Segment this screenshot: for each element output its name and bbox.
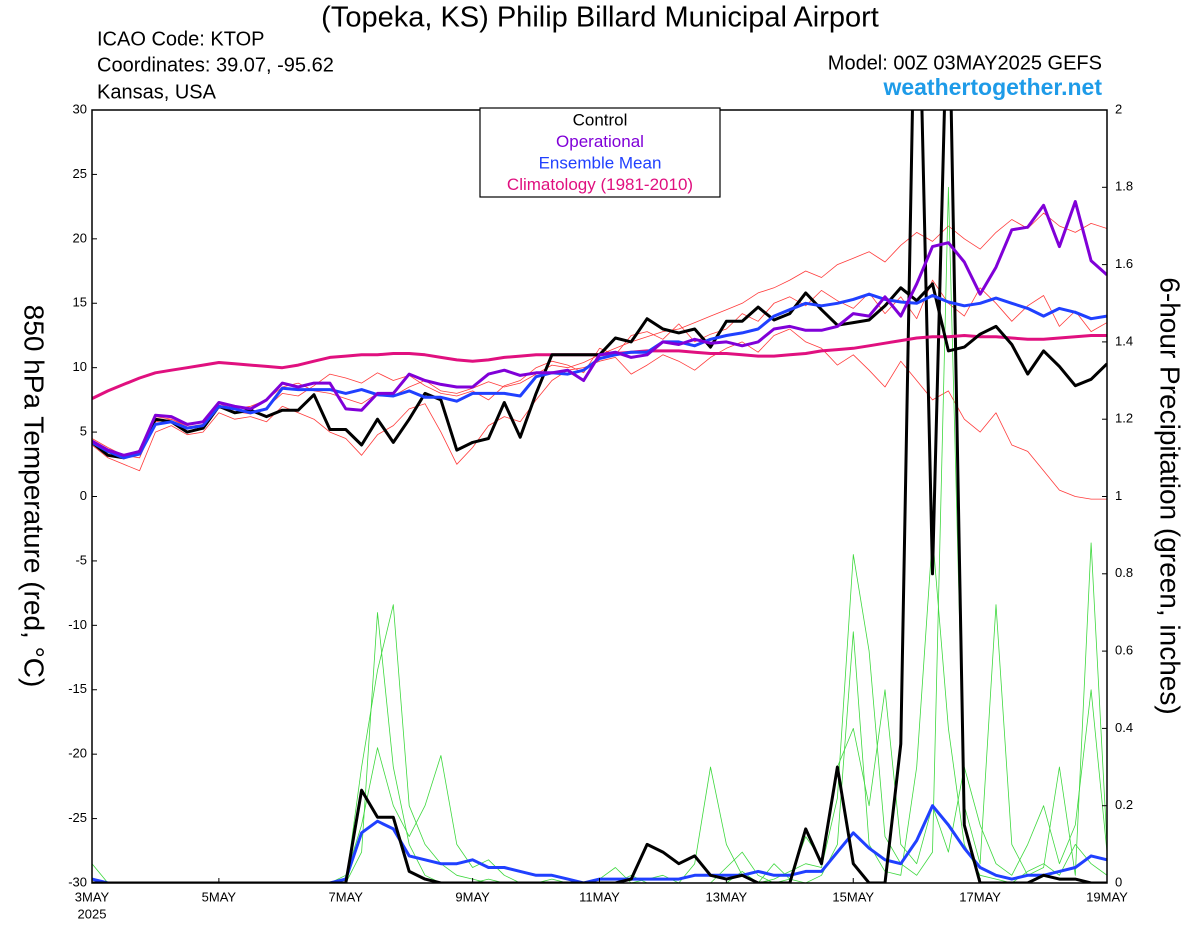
y-tick-label: -5	[75, 552, 87, 567]
y2-axis-label: 6-hour Precipitation (green, inches)	[1155, 277, 1186, 714]
y2-tick-label: 0.6	[1115, 643, 1133, 658]
y2-tick-label: 1.4	[1115, 333, 1133, 348]
series-line	[92, 200, 1107, 457]
y-tick-label: 0	[80, 488, 87, 503]
x-tick-label: 3MAY	[75, 889, 110, 904]
x-tick-label: 9MAY	[455, 889, 490, 904]
y2-tick-label: 1.2	[1115, 411, 1133, 426]
legend-label: Control	[573, 110, 628, 129]
y2-tick-label: 0.4	[1115, 720, 1133, 735]
x-tick-label: 17MAY	[959, 889, 1001, 904]
series-line	[92, 534, 1107, 883]
model-info: Model: 00Z 03MAY2025 GEFS	[828, 52, 1102, 74]
info-line: ICAO Code: KTOP	[97, 28, 264, 50]
y-tick-label: -20	[68, 746, 87, 761]
x-tick-label: 19MAY	[1086, 889, 1128, 904]
y-tick-label: 20	[73, 230, 87, 245]
y-tick-label: 30	[73, 101, 87, 116]
info-line: Coordinates: 39.07, -95.62	[97, 54, 334, 76]
y2-tick-label: 1	[1115, 488, 1122, 503]
x-tick-label: 7MAY	[329, 889, 364, 904]
y2-tick-label: 2	[1115, 101, 1122, 116]
y-tick-label: -15	[68, 681, 87, 696]
x-tick-year: 2025	[78, 906, 107, 921]
y2-tick-label: 1.8	[1115, 179, 1133, 194]
site-name: weathertogether.net	[882, 74, 1102, 100]
y-tick-label: 25	[73, 166, 87, 181]
x-tick-label: 11MAY	[579, 889, 620, 904]
y-tick-label: 5	[80, 424, 87, 439]
y-tick-label: 10	[73, 359, 87, 374]
y-tick-label: 15	[73, 295, 87, 310]
series-line	[92, 292, 1107, 460]
y-tick-label: -25	[68, 810, 87, 825]
y2-tick-label: 1.6	[1115, 256, 1133, 271]
y-axis-label: 850 hPa Temperature (red, °C)	[19, 305, 50, 688]
legend-label: Operational	[556, 132, 644, 151]
series-line	[92, 110, 1107, 883]
series-line	[92, 689, 1107, 883]
x-tick-label: 5MAY	[202, 889, 237, 904]
x-tick-label: 13MAY	[706, 889, 748, 904]
y-tick-label: -10	[68, 617, 87, 632]
chart-title: (Topeka, KS) Philip Billard Municipal Ai…	[321, 2, 879, 34]
y2-tick-label: 0.2	[1115, 797, 1133, 812]
x-tick-label: 15MAY	[832, 889, 874, 904]
legend-box	[479, 107, 721, 198]
y2-tick-label: 0.8	[1115, 565, 1133, 580]
legend-label: Ensemble Mean	[539, 153, 662, 172]
y-tick-label: -30	[68, 874, 87, 889]
info-line: Kansas, USA	[97, 81, 217, 103]
legend-label: Climatology (1981-2010)	[507, 175, 693, 194]
y2-tick-label: 0	[1115, 874, 1122, 889]
